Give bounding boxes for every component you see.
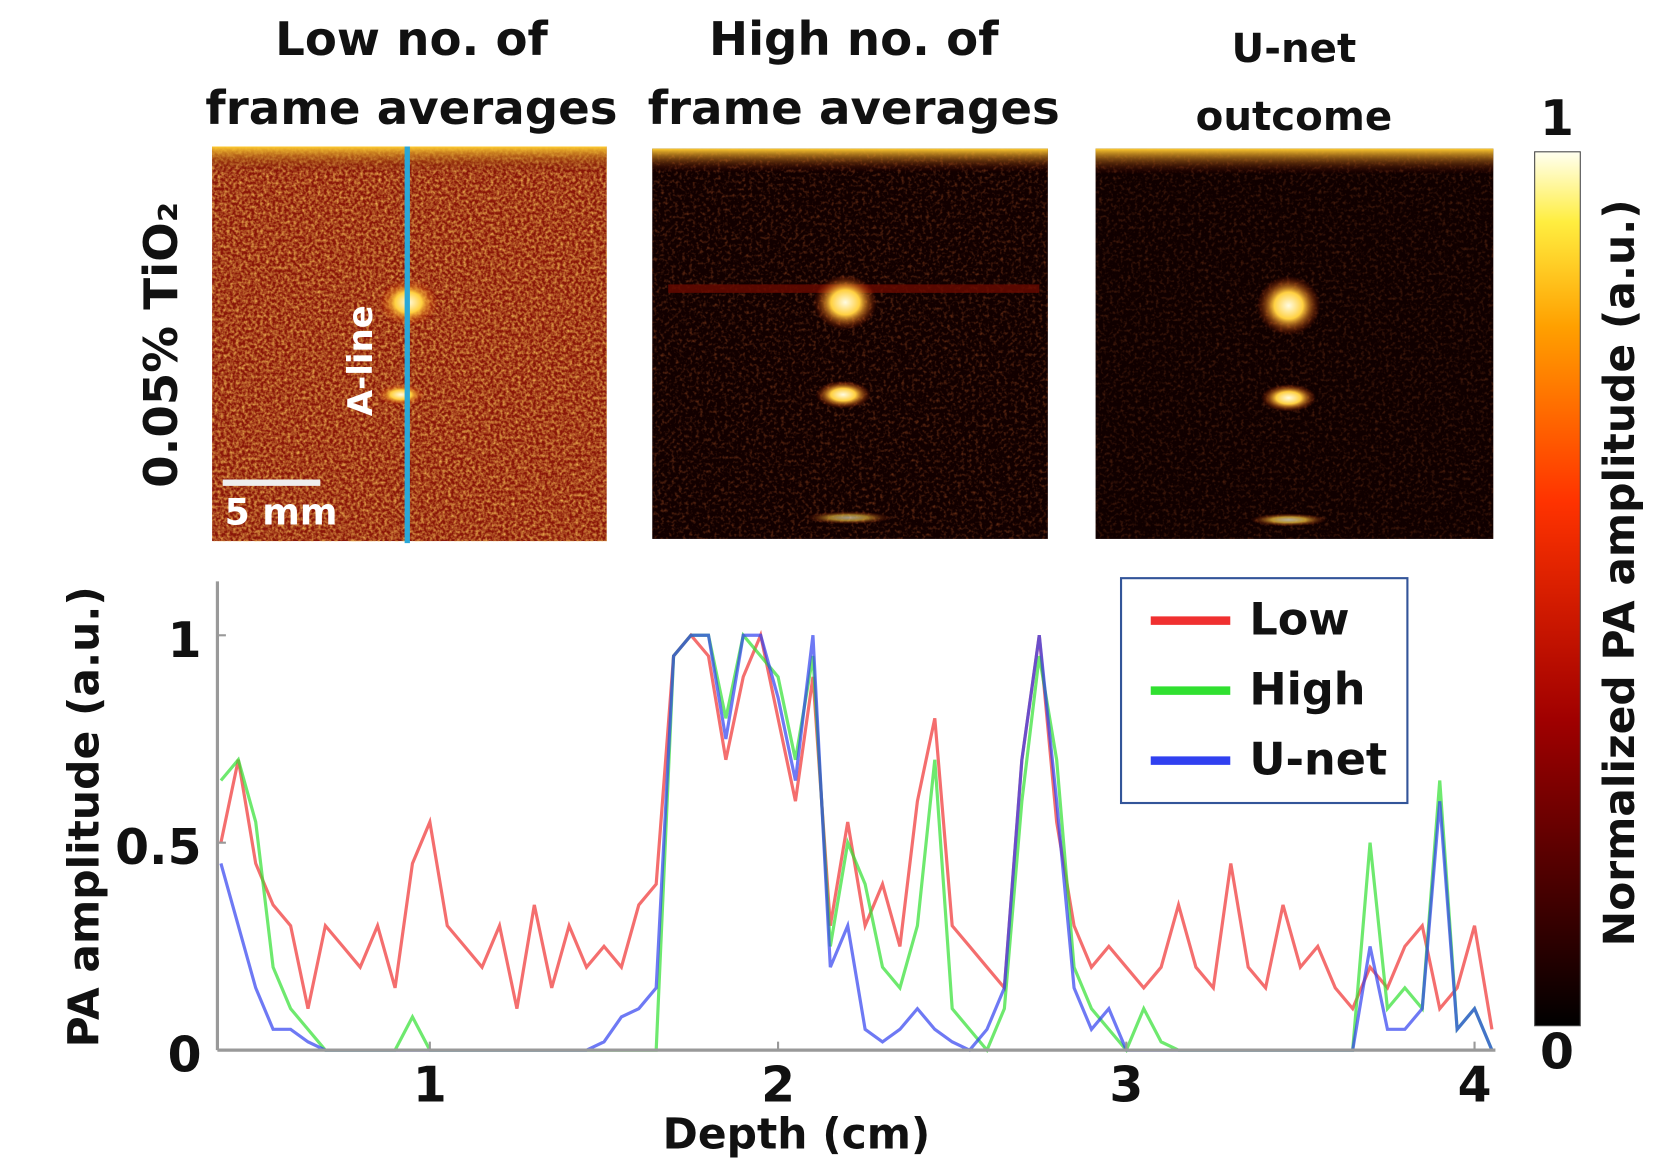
a-line-label: A-line	[342, 305, 381, 416]
panel-title: U-net	[1232, 25, 1357, 72]
legend-label: U-net	[1249, 734, 1387, 786]
panel-title: Low no. of	[275, 13, 548, 67]
panel-title: High no. of	[709, 13, 999, 67]
image-high	[652, 148, 1048, 539]
colorbar-min: 0	[1540, 1023, 1574, 1080]
scale-bar-label: 5 mm	[225, 492, 338, 534]
panel-title: frame averages	[648, 82, 1060, 136]
x-tick-label: 2	[761, 1056, 795, 1113]
colorbar-label: Normalized PA amplitude (a.u.)	[1596, 199, 1645, 946]
x-tick-label: 4	[1458, 1056, 1492, 1113]
legend-label: Low	[1249, 594, 1349, 646]
y-tick-label: 0.5	[115, 819, 201, 876]
y-tick-label: 1	[168, 612, 202, 669]
y-axis-label: PA amplitude (a.u.)	[60, 586, 109, 1047]
row-label: 0.05% TiO₂	[135, 202, 189, 488]
data-line	[219, 629, 1494, 1030]
legend-label: High	[1249, 664, 1365, 716]
panel-title: outcome	[1196, 93, 1393, 140]
y-tick-label: 0	[168, 1027, 202, 1084]
x-tick-label: 1	[413, 1056, 447, 1113]
colorbar	[1534, 151, 1581, 1027]
x-axis-label: Depth (cm)	[663, 1111, 931, 1160]
panel-title: frame averages	[205, 82, 617, 136]
image-low	[212, 146, 607, 544]
x-tick-label: 3	[1109, 1056, 1143, 1113]
image-unet	[1095, 148, 1494, 539]
colorbar-max: 1	[1540, 90, 1574, 147]
